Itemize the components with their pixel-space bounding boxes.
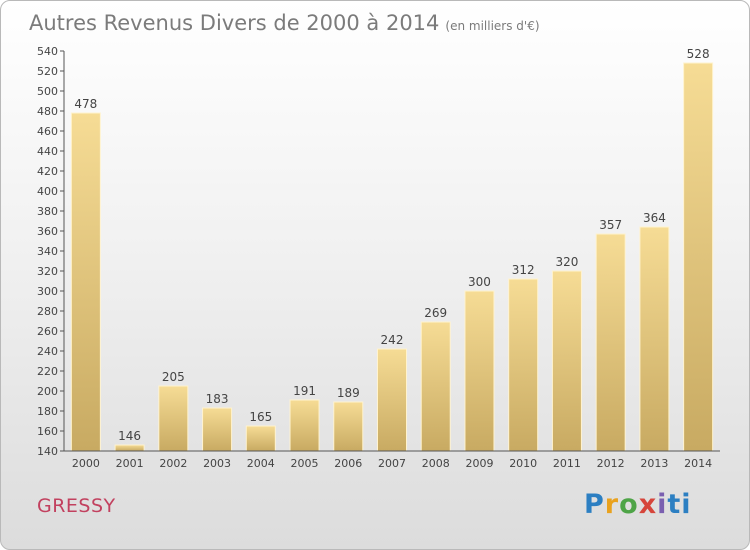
bar	[377, 348, 407, 452]
y-tick-label: 160	[37, 425, 58, 438]
bar-value-label: 478	[74, 97, 97, 111]
y-tick-label: 180	[37, 405, 58, 418]
x-tick-label: 2001	[116, 457, 144, 470]
bar-value-label: 269	[424, 306, 447, 320]
x-tick-label: 2006	[334, 457, 362, 470]
bar-value-label: 191	[293, 384, 316, 398]
bar	[420, 321, 451, 452]
y-tick-label: 480	[37, 105, 58, 118]
bar	[333, 401, 364, 452]
logo-letter: i	[657, 489, 668, 520]
bar-value-label: 364	[643, 211, 666, 225]
logo-letter: P	[584, 489, 605, 520]
x-tick-label: 2013	[640, 457, 668, 470]
y-tick-label: 400	[37, 185, 58, 198]
x-tick-label: 2002	[159, 457, 187, 470]
bar	[551, 270, 582, 452]
y-tick-label: 300	[37, 285, 58, 298]
bar	[70, 112, 101, 452]
bar-value-label: 183	[206, 392, 229, 406]
y-tick-label: 140	[37, 445, 58, 458]
bar	[202, 407, 233, 452]
proxiti-logo[interactable]: Proxiti	[584, 489, 692, 520]
x-tick-label: 2003	[203, 457, 231, 470]
logo-letter: r	[604, 489, 620, 520]
y-tick-label: 500	[37, 85, 58, 98]
bar-value-label: 165	[249, 410, 272, 424]
bar	[595, 233, 626, 452]
x-tick-label: 2004	[247, 457, 275, 470]
bar	[245, 425, 276, 452]
x-tick-label: 2014	[684, 457, 712, 470]
x-tick-label: 2007	[378, 457, 406, 470]
x-axis: 2000 2001 2002 2003 2004 2005 2006 2007 2008 2009…	[64, 450, 720, 470]
bar-value-label: 312	[512, 263, 535, 277]
y-tick-label: 220	[37, 365, 58, 378]
y-tick-label: 420	[37, 165, 58, 178]
y-tick-label: 340	[37, 245, 58, 258]
chart-subtitle: (en milliers d'€)	[445, 19, 540, 33]
y-tick-label: 380	[37, 205, 58, 218]
bar-value-label: 357	[599, 218, 622, 232]
bar	[158, 385, 189, 452]
commune-name: GRESSY	[37, 495, 116, 517]
y-tick-label: 240	[37, 345, 58, 358]
y-tick-label: 320	[37, 265, 58, 278]
x-tick-label: 2008	[422, 457, 450, 470]
bars: 478 146 205 183 165 191 189 242 269 300 312 320 357 3…	[70, 47, 714, 452]
y-tick-label: 440	[37, 145, 58, 158]
logo-letter: ti	[667, 489, 692, 520]
bar-value-label: 300	[468, 275, 491, 289]
x-tick-label: 2000	[72, 457, 100, 470]
x-tick-label: 2005	[291, 457, 319, 470]
bar	[464, 290, 495, 452]
y-tick-label: 520	[37, 65, 58, 78]
x-tick-label: 2011	[553, 457, 581, 470]
y-axis: 140 160 180 200 220 240 260 280 300 320 340 360 380 4…	[37, 45, 65, 458]
x-tick-label: 2009	[465, 457, 493, 470]
bar-value-label: 242	[381, 333, 404, 347]
y-tick-label: 280	[37, 305, 58, 318]
bar-value-label: 146	[118, 429, 141, 443]
y-tick-label: 360	[37, 225, 58, 238]
chart-title-text: Autres Revenus Divers de 2000 à 2014	[29, 11, 440, 35]
bar-value-label: 528	[687, 47, 710, 61]
bar	[289, 399, 320, 452]
y-tick-label: 540	[37, 45, 58, 58]
y-tick-label: 200	[37, 385, 58, 398]
x-tick-label: 2010	[509, 457, 537, 470]
chart-title: Autres Revenus Divers de 2000 à 2014 (en …	[29, 11, 540, 35]
logo-letter: x	[638, 489, 658, 520]
x-tick-label: 2012	[597, 457, 625, 470]
bar-value-label: 189	[337, 386, 360, 400]
bar	[114, 444, 145, 452]
bar-value-label: 205	[162, 370, 185, 384]
logo-letter: o	[619, 489, 639, 520]
bar	[508, 278, 539, 452]
bar-chart: 140 160 180 200 220 240 260 280 300 320 340 360 380 4…	[37, 45, 720, 470]
bar	[683, 62, 714, 452]
y-tick-label: 460	[37, 125, 58, 138]
bar-value-label: 320	[555, 255, 578, 269]
bar	[639, 226, 670, 452]
y-tick-label: 260	[37, 325, 58, 338]
